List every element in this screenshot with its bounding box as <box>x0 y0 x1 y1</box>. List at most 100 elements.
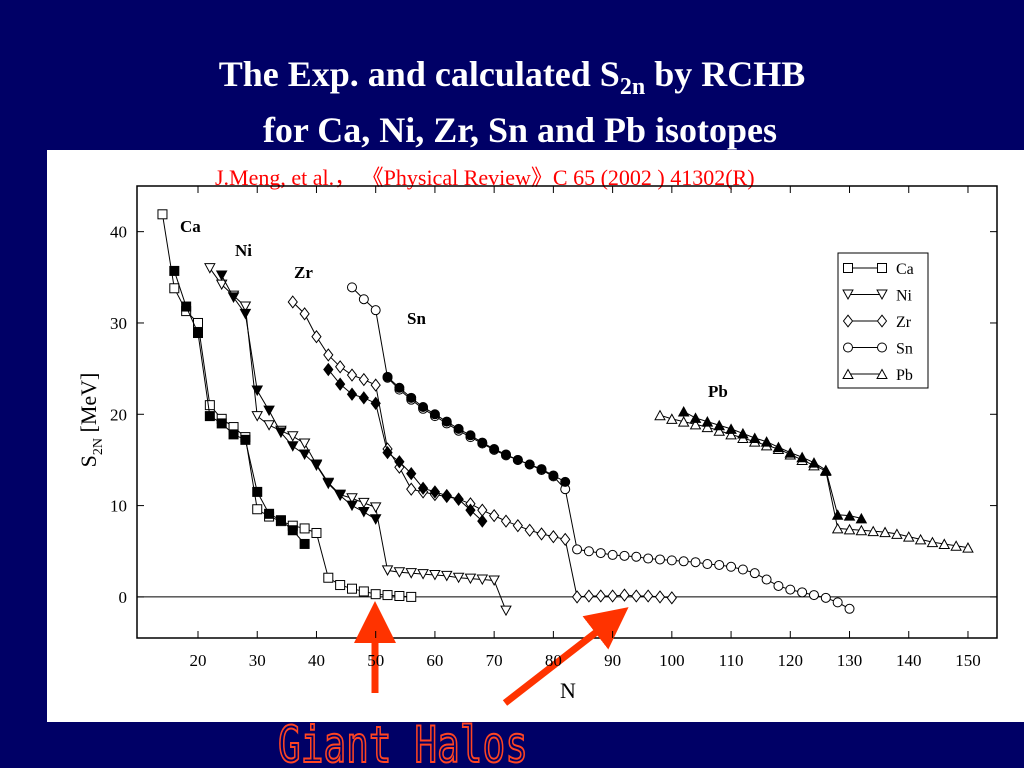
marker <box>370 396 381 410</box>
x-tick-label: 110 <box>719 651 744 670</box>
marker <box>299 523 310 534</box>
marker <box>298 449 311 460</box>
marker <box>785 584 796 595</box>
marker <box>784 447 797 458</box>
x-tick-label: 120 <box>778 651 804 670</box>
marker <box>524 459 535 470</box>
marker <box>713 425 726 436</box>
marker <box>714 559 725 570</box>
marker <box>358 294 369 305</box>
marker <box>843 510 856 521</box>
marker <box>631 551 642 562</box>
marker <box>548 470 559 481</box>
arrow <box>502 607 629 706</box>
marker <box>394 590 405 601</box>
series-line <box>161 214 412 598</box>
marker <box>239 301 252 313</box>
legend-marker <box>842 368 854 379</box>
marker <box>204 411 215 422</box>
marker <box>726 561 737 572</box>
marker <box>286 431 299 442</box>
marker <box>831 509 844 520</box>
marker <box>831 522 844 534</box>
marker <box>358 586 369 597</box>
y-tick-label: 30 <box>110 314 127 333</box>
chart-panel <box>47 150 1024 722</box>
marker <box>772 441 785 453</box>
marker <box>227 292 240 303</box>
marker <box>311 527 322 538</box>
marker <box>252 504 263 515</box>
marker <box>406 591 417 602</box>
marker <box>358 497 370 509</box>
marker <box>417 569 429 580</box>
marker <box>808 590 819 601</box>
marker <box>902 531 915 542</box>
marker <box>251 411 264 422</box>
marker <box>701 421 714 433</box>
marker <box>796 451 808 463</box>
plot-frame <box>136 185 998 639</box>
marker <box>867 525 880 537</box>
marker <box>204 263 216 274</box>
marker <box>406 482 417 496</box>
legend-marker <box>876 368 888 379</box>
marker <box>358 506 370 518</box>
x-tick-label: 30 <box>249 651 266 670</box>
marker <box>678 556 689 567</box>
marker <box>299 538 310 549</box>
title-line-1: The Exp. and calculated S2n by RCHB <box>219 54 805 100</box>
title-part: The Exp. and calculated S <box>219 54 620 94</box>
marker <box>595 548 606 559</box>
marker <box>536 464 547 475</box>
marker <box>737 564 748 575</box>
x-tick-label: 40 <box>308 651 325 670</box>
marker <box>335 580 346 591</box>
marker <box>465 430 476 441</box>
x-tick-label: 140 <box>896 651 922 670</box>
marker <box>583 589 595 603</box>
marker <box>950 540 962 551</box>
marker <box>216 418 227 429</box>
legend-marker <box>843 263 853 273</box>
marker <box>654 409 666 421</box>
marker <box>677 416 690 427</box>
marker <box>369 514 382 525</box>
giant-halos-label: Giant Halos <box>278 716 528 768</box>
marker <box>500 605 512 617</box>
marker <box>666 591 677 605</box>
marker <box>512 454 523 465</box>
marker <box>453 492 464 506</box>
marker <box>855 512 868 524</box>
marker <box>677 406 690 417</box>
marker <box>689 412 702 423</box>
marker <box>298 438 311 450</box>
marker <box>666 413 678 424</box>
marker <box>441 416 452 427</box>
marker <box>169 265 180 276</box>
marker <box>335 377 346 391</box>
marker <box>358 372 369 387</box>
marker <box>797 587 808 598</box>
marker <box>761 574 772 585</box>
marker <box>228 429 239 440</box>
marker <box>631 589 642 603</box>
marker <box>477 514 488 528</box>
marker <box>666 555 677 566</box>
y-tick-label: 40 <box>110 223 127 242</box>
y-tick-label: 0 <box>119 588 128 607</box>
marker <box>500 449 511 460</box>
marker <box>240 434 251 445</box>
title-line-2: for Ca, Ni, Zr, Sn and Pb isotopes <box>263 110 777 150</box>
marker <box>737 427 749 439</box>
marker <box>323 362 334 377</box>
marker <box>311 329 322 344</box>
marker <box>239 308 252 320</box>
marker <box>476 574 489 586</box>
marker <box>749 568 760 579</box>
marker <box>500 514 512 528</box>
marker <box>347 282 357 293</box>
legend-label: Sn <box>896 341 913 358</box>
